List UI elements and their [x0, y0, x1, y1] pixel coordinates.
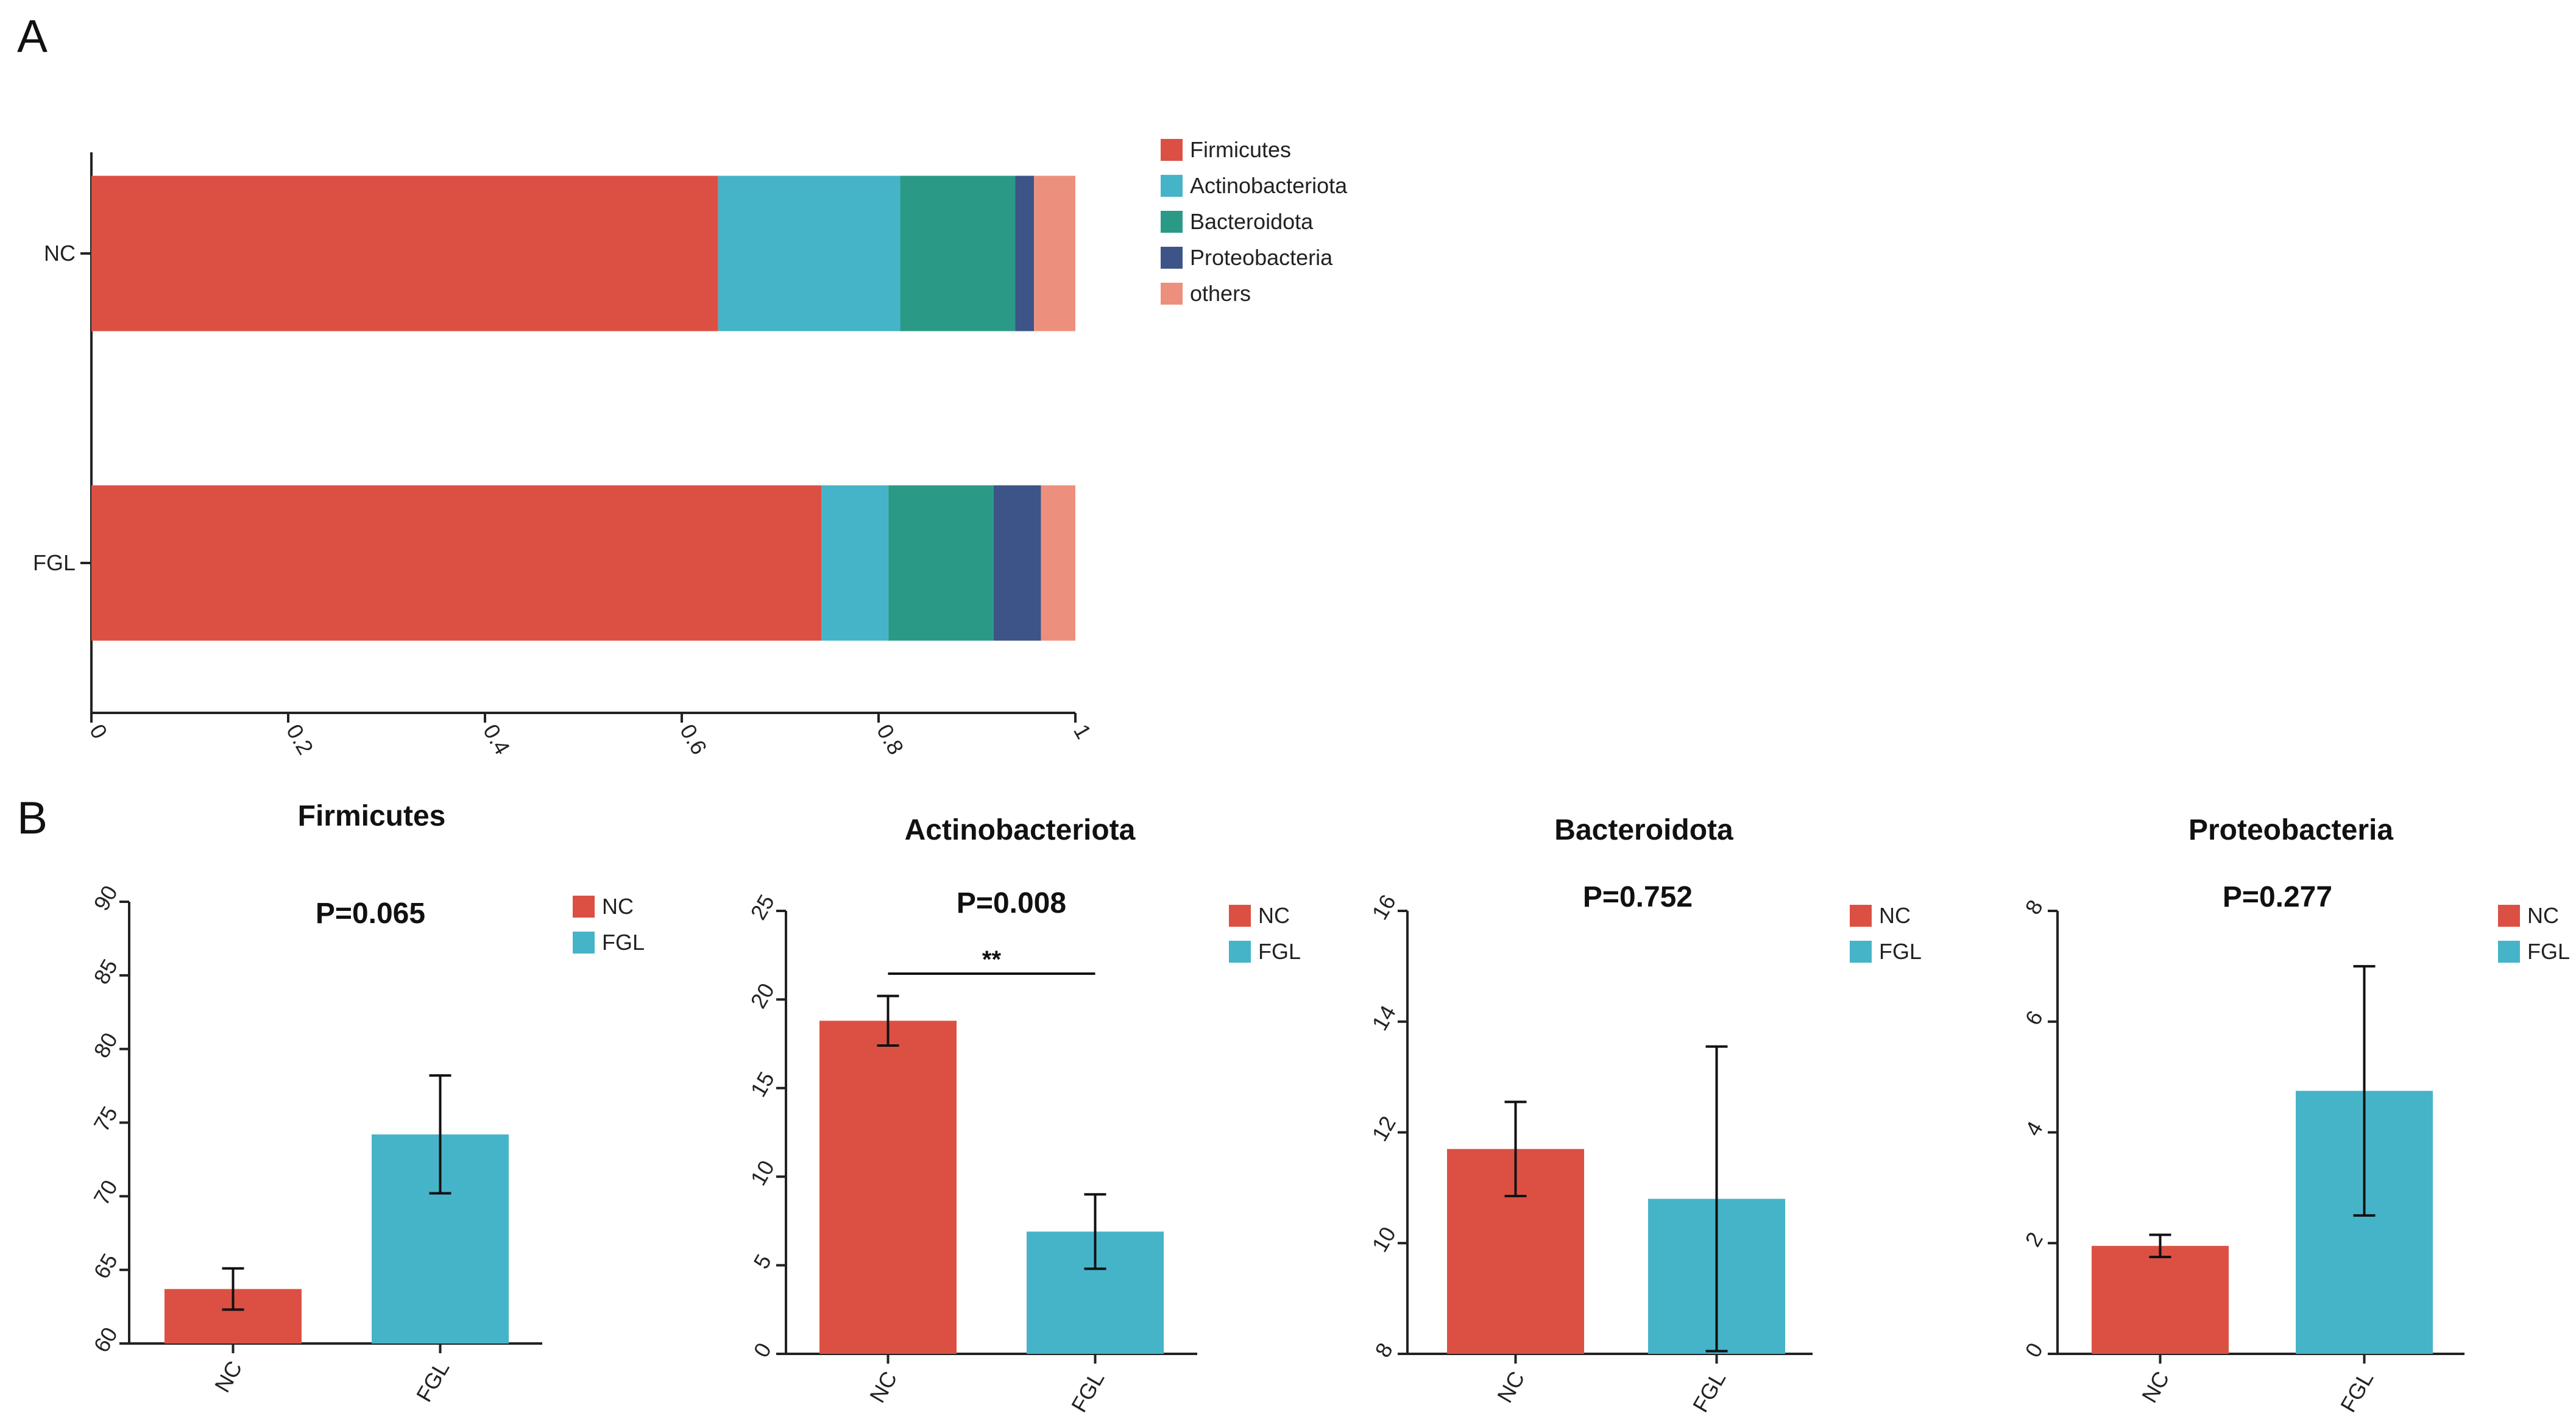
chart-title: Proteobacteria — [2189, 814, 2393, 846]
actinobacteriota-bar-chart: Actinobacteriota P=0.008 0 5 10 15 20 25 NC FGL **… — [745, 814, 1301, 1416]
panel-b-label: B — [17, 792, 48, 843]
y-tick-label-nc: NC — [44, 241, 76, 266]
y-tick-label: 20 — [745, 979, 779, 1013]
legend-label-bacteroidota: Bacteroidota — [1190, 209, 1314, 234]
y-tick-label: 8 — [2020, 896, 2048, 919]
y-tick-label: 8 — [1370, 1339, 1398, 1362]
bar-nc-actinobacteriota — [718, 175, 901, 331]
y-tick-label: 16 — [1367, 890, 1401, 924]
bar-fgl-firmicutes — [91, 485, 822, 641]
y-tick-label: 90 — [88, 881, 122, 915]
x-tick-label: 1 — [1069, 720, 1097, 743]
x-tick-label: 0 — [85, 720, 113, 743]
legend-label-firmicutes: Firmicutes — [1190, 137, 1291, 162]
bar-fgl-bacteroidota — [888, 485, 994, 641]
y-tick-label: 80 — [88, 1028, 122, 1062]
x-tick-label-fgl: FGL — [1066, 1367, 1109, 1416]
bar-nc — [819, 1021, 957, 1354]
p-value-label: P=0.065 — [316, 897, 425, 930]
legend-swatch-nc — [1229, 905, 1251, 927]
x-tick-label: 0.8 — [872, 720, 909, 759]
bar-fgl-proteobacteria — [993, 485, 1041, 641]
legend-swatch-nc — [1850, 905, 1872, 927]
chart-title: Firmicutes — [298, 800, 446, 832]
x-tick-label-nc: NC — [210, 1357, 247, 1397]
x-tick-label: 0.2 — [281, 720, 319, 759]
legend-label-actinobacteriota: Actinobacteriota — [1190, 173, 1348, 198]
x-tick-label-nc: NC — [1492, 1367, 1530, 1407]
legend-swatch-nc — [2498, 905, 2520, 927]
y-tick-label: 75 — [88, 1102, 122, 1136]
legend-swatch-nc — [573, 896, 595, 918]
legend-swatch-firmicutes — [1161, 139, 1183, 161]
x-tick-label-nc: NC — [865, 1367, 902, 1407]
y-tick-label: 0 — [2020, 1339, 2048, 1362]
chart-title: Bacteroidota — [1554, 814, 1733, 846]
bar-fgl-others — [1041, 485, 1075, 641]
legend-swatch-fgl — [573, 932, 595, 954]
y-tick-label: 2 — [2020, 1228, 2048, 1251]
y-tick-label: 6 — [2020, 1007, 2048, 1030]
p-value-label: P=0.008 — [957, 887, 1066, 919]
bar-nc-others — [1034, 175, 1075, 331]
y-tick-label: 85 — [88, 955, 122, 988]
y-tick-label: 14 — [1367, 1001, 1401, 1035]
y-tick-label: 0 — [748, 1339, 776, 1362]
significance-stars: ** — [982, 946, 1002, 973]
chart-title: Actinobacteriota — [905, 814, 1136, 846]
y-tick-label: 65 — [88, 1249, 122, 1283]
x-tick-label: 0.4 — [478, 720, 515, 759]
legend-label-fgl: FGL — [602, 930, 645, 955]
legend-swatch-actinobacteriota — [1161, 175, 1183, 197]
firmicutes-bar-chart: Firmicutes P=0.065 60 65 70 75 80 85 90 NC FGL NC FG… — [88, 800, 645, 1406]
legend-swatch-fgl — [1850, 941, 1872, 963]
legend-label-nc: NC — [1258, 903, 1290, 928]
legend-label-fgl: FGL — [2527, 939, 2570, 964]
bar-nc-bacteroidota — [900, 175, 1016, 331]
y-tick-label-fgl: FGL — [33, 550, 76, 575]
legend-label-fgl: FGL — [1879, 939, 1922, 964]
p-value-label: P=0.752 — [1583, 881, 1693, 913]
y-tick-label: 70 — [88, 1175, 122, 1209]
legend-label-proteobacteria: Proteobacteria — [1190, 245, 1333, 270]
proteobacteria-bar-chart: Proteobacteria P=0.277 0 2 4 6 8 NC FGL NC FGL — [2020, 814, 2570, 1416]
legend-label-others: others — [1190, 281, 1251, 306]
x-tick-label-fgl: FGL — [411, 1357, 455, 1406]
legend-label-nc: NC — [602, 894, 634, 919]
x-tick-label-nc: NC — [2137, 1367, 2174, 1407]
y-tick-label: 10 — [1367, 1222, 1401, 1256]
y-tick-label: 12 — [1367, 1112, 1401, 1145]
bar-nc — [2092, 1245, 2229, 1354]
stacked-bar-chart-a: NC FGL 0 0.2 0.4 0.6 0.8 1 Firmicutes Actinobacte… — [33, 137, 1348, 759]
y-tick-label: 10 — [745, 1156, 779, 1189]
legend-label-fgl: FGL — [1258, 939, 1301, 964]
y-tick-label: 60 — [88, 1323, 122, 1356]
bar-nc-firmicutes — [91, 175, 718, 331]
y-tick-label: 4 — [2020, 1117, 2048, 1140]
x-tick-label-fgl: FGL — [1688, 1367, 1731, 1416]
legend-swatch-others — [1161, 283, 1183, 305]
panel-a-label: A — [17, 10, 48, 62]
legend-label-nc: NC — [1879, 903, 1911, 928]
p-value-label: P=0.277 — [2223, 881, 2332, 913]
y-tick-label: 15 — [745, 1067, 779, 1101]
legend-label-nc: NC — [2527, 903, 2559, 928]
legend-swatch-proteobacteria — [1161, 247, 1183, 269]
bar-fgl-actinobacteriota — [821, 485, 889, 641]
y-tick-label: 5 — [748, 1250, 776, 1273]
legend-swatch-fgl — [2498, 941, 2520, 963]
bacteroidota-bar-chart: Bacteroidota P=0.752 8 10 12 14 16 NC FGL NC FGL — [1367, 814, 1922, 1416]
y-tick-label: 25 — [745, 890, 779, 924]
bar-nc-proteobacteria — [1015, 175, 1035, 331]
legend-swatch-fgl — [1229, 941, 1251, 963]
x-tick-label-fgl: FGL — [2335, 1367, 2379, 1416]
x-tick-label: 0.6 — [675, 720, 712, 759]
legend-swatch-bacteroidota — [1161, 211, 1183, 233]
